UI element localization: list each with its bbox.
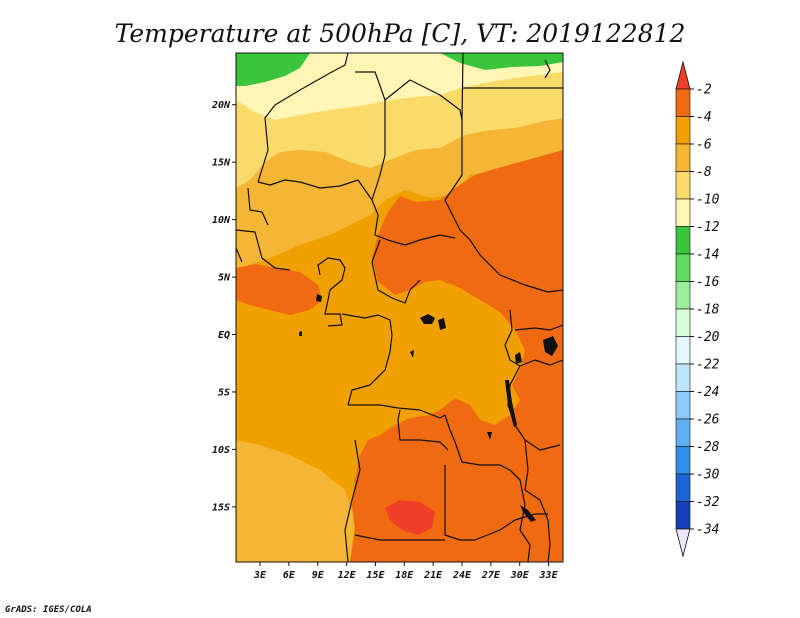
- colorbar-label: -8: [696, 165, 712, 180]
- x-tick-label: 30E: [510, 570, 530, 581]
- colorbar-swatch: [675, 116, 691, 145]
- colorbar-label: -18: [696, 303, 720, 318]
- colorbar-swatch: [675, 308, 691, 337]
- colorbar-label: -12: [696, 220, 720, 235]
- y-tick-label: 10N: [212, 215, 231, 226]
- colorbar: -2 -4 -6 -8 -10 -12 -14 -16 -18 -20 -22 -24 -26 -28 -3…: [675, 60, 720, 558]
- colorbar-swatch: [675, 473, 691, 502]
- colorbar-swatch: [675, 418, 691, 447]
- colorbar-label: -30: [696, 468, 720, 483]
- x-tick-label: 33E: [539, 570, 559, 581]
- field-region-minus14-east: [440, 53, 563, 70]
- x-tick-label: 21E: [423, 570, 443, 581]
- map-frame: [235, 52, 564, 563]
- y-tick-label: 5N: [218, 273, 231, 284]
- colorbar-swatch: [675, 171, 691, 200]
- colorbar-label: -22: [696, 358, 720, 373]
- colorbar-swatch: [675, 391, 691, 420]
- colorbar-label: -26: [696, 413, 720, 428]
- colorbar-label: -32: [696, 495, 720, 510]
- colorbar-swatch: [675, 226, 691, 255]
- chart-title: Temperature at 500hPa [C], VT: 201912281…: [115, 19, 686, 48]
- colorbar-swatch: [675, 363, 691, 392]
- field-region-minus14: [236, 53, 310, 86]
- y-tick-label: 20N: [211, 100, 231, 111]
- colorbar-swatch: [675, 198, 691, 227]
- x-tick-label: 9E: [312, 570, 325, 581]
- colorbar-label: -2: [696, 83, 712, 98]
- temperature-map: [236, 53, 563, 562]
- field-region-minus4: [350, 150, 563, 562]
- field-region-minus4-west: [236, 264, 322, 315]
- colorbar-bottom-arrow: [675, 528, 691, 558]
- x-tick-label: 12E: [338, 570, 357, 581]
- colorbar-label: -10: [696, 193, 720, 208]
- colorbar-swatch: [675, 88, 691, 117]
- field-region-minus12: [236, 53, 563, 120]
- colorbar-swatch: [675, 446, 691, 475]
- colorbar-label: -4: [696, 110, 712, 125]
- colorbar-swatch: [675, 336, 691, 365]
- colorbar-label: -6: [696, 138, 712, 153]
- y-tick-label: 5S: [218, 387, 230, 398]
- colorbar-label: -34: [696, 523, 719, 538]
- water-bodies: [299, 294, 558, 522]
- x-tick-label: 3E: [253, 570, 267, 581]
- x-tick-label: 6E: [283, 570, 296, 581]
- colorbar-swatch: [675, 281, 691, 310]
- y-tick-label: 10S: [212, 445, 230, 456]
- colorbar-label: -16: [696, 275, 720, 290]
- colorbar-swatch: [675, 501, 691, 530]
- colorbar-swatch: [675, 143, 691, 172]
- colorbar-label: -14: [696, 248, 719, 263]
- x-tick-label: 27E: [481, 570, 501, 581]
- colorbar-label: -20: [696, 330, 720, 345]
- credit-label: GrADS: IGES/COLA: [5, 605, 92, 615]
- colorbar-top-arrow: [675, 60, 691, 90]
- y-tick-label: EQ: [218, 330, 230, 341]
- x-tick-label: 24E: [452, 570, 472, 581]
- field-region-minus8-south: [236, 440, 355, 562]
- x-tick-label: 18E: [395, 570, 414, 581]
- x-tick-label: 15E: [366, 570, 385, 581]
- field-region-minus2: [385, 500, 435, 535]
- y-tick-label: 15S: [212, 502, 230, 513]
- colorbar-swatch: [675, 253, 691, 282]
- country-borders: [236, 53, 563, 562]
- y-axis: 20N 15N 10N 5N EQ 5S 10S 15S: [211, 100, 236, 513]
- colorbar-label: -28: [696, 440, 720, 455]
- colorbar-label: -24: [696, 385, 719, 400]
- x-axis: 3E 6E 9E 12E 15E 18E 21E 24E 27E 30E 33E: [253, 562, 559, 581]
- y-tick-label: 15N: [212, 158, 231, 169]
